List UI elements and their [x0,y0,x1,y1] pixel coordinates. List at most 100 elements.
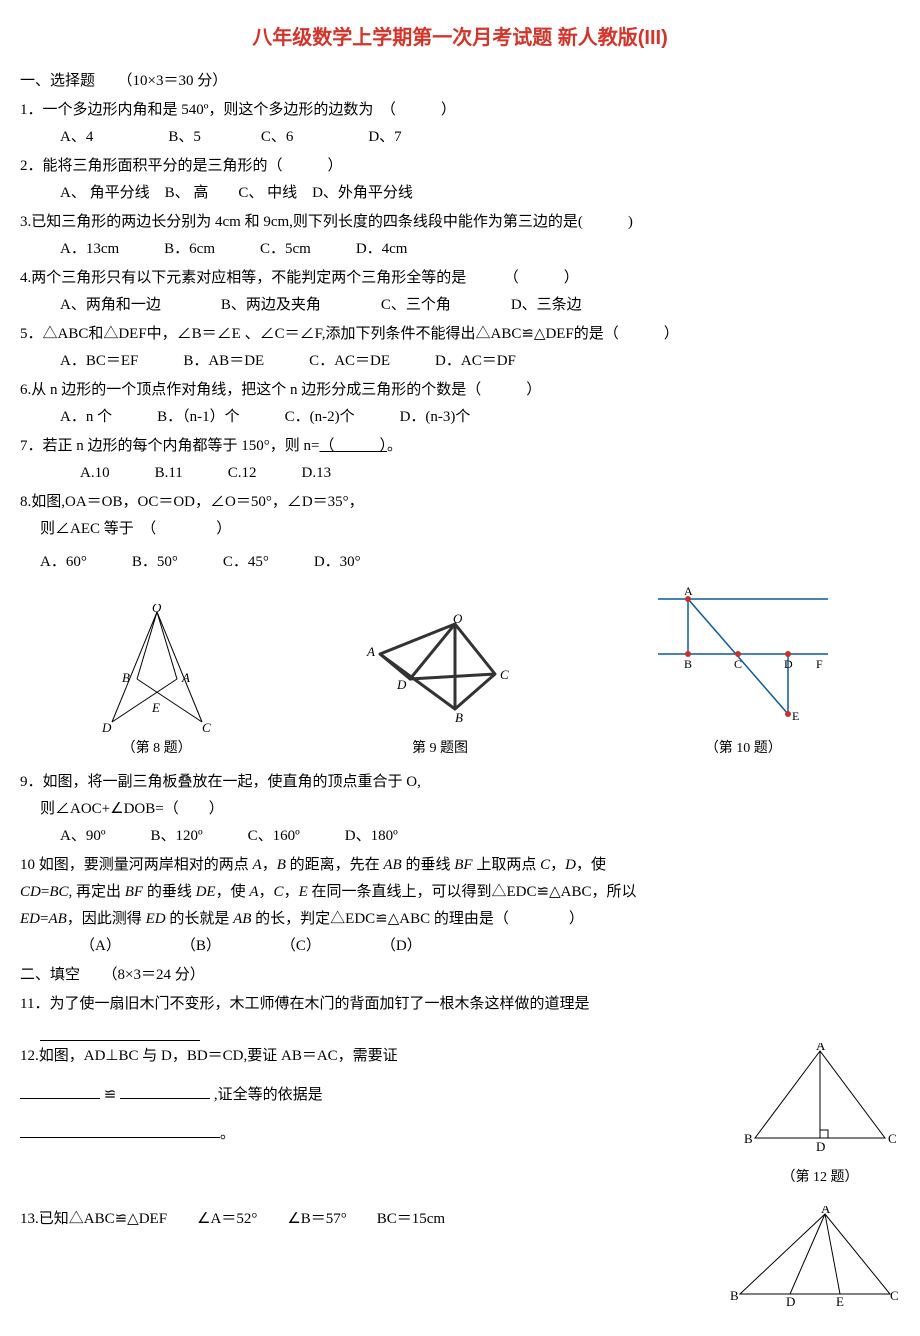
question-13: A B D E C 13.已知△ABC≌△DEF ∠A＝52° ∠B＝57° B… [20,1206,900,1306]
section-2-heading: 二、填空 （8×3＝24 分） [20,962,900,989]
q11-stem: 11．为了使一扇旧木门不变形，木工师傅在木门的背面加钉了一根木条这样做的道理是 [20,991,900,1018]
question-8: 8.如图,OA＝OB，OC＝OD，∠O＝50°，∠D＝35°， 则∠AEC 等于… [20,489,900,576]
fig13-label-B: B [730,1288,739,1303]
q10-t: 在同一条直线上，可以得到△EDC≌△ABC，所以 [308,884,637,900]
fig10-label-B: B [684,657,692,671]
q10-t: BC [49,884,68,900]
q12-l2b: ,证全等的依据是 [214,1087,323,1103]
q10-t: AB [233,911,251,927]
q10-t: BF [125,884,143,900]
q7-stem-a: 7．若正 n 边形的每个内角都等于 150°，则 n= [20,438,319,454]
q12-cong: ≌ [104,1087,117,1103]
q10-t: 的距离，先在 [286,857,384,873]
figure-9-svg: O A D C B [355,614,525,734]
q7-stem: 7．若正 n 边形的每个内角都等于 150°，则 n=（ ）。 [20,433,900,460]
q10-t: ，因此测得 [67,911,146,927]
q6-options: A．n 个 B．（n-1）个 C．(n-2)个 D．(n-3)个 [60,404,900,431]
figure-12-svg: A B C D [740,1043,900,1153]
page-title: 八年级数学上学期第一次月考试题 新人教版(III) [20,20,900,56]
fig9-label-B: B [455,710,463,725]
figure-8-caption: （第 8 题） [122,736,192,761]
fig10-label-C: C [734,657,742,671]
section-1-heading: 一、选择题 （10×3＝30 分） [20,68,900,95]
q10-t: 的垂线 [402,857,455,873]
figure-10: A B C D F E （第 10 题） [648,584,838,761]
q10-t: 上取两点 [473,857,541,873]
q10-t: ， [259,884,274,900]
q10-t: D [565,857,576,873]
q3-stem: 3.已知三角形的两边长分别为 4cm 和 9cm,则下列长度的四条线段中能作为第… [20,209,900,236]
fig13-label-D: D [786,1294,795,1306]
question-7: 7．若正 n 边形的每个内角都等于 150°，则 n=（ ）。 A.10 B.1… [20,433,900,487]
q10-t: ，使 [216,884,250,900]
q10-t: A [253,857,262,873]
fig8-label-A: A [181,670,190,685]
q8-line1: 8.如图,OA＝OB，OC＝OD，∠O＝50°，∠D＝35°， [20,489,900,516]
q10-t: BF [454,857,472,873]
question-1: 1．一个多边形内角和是 540º，则这个多边形的边数为 （ ） A、4 B、5 … [20,97,900,151]
fig9-label-D: D [396,677,407,692]
q10-t: DE [196,884,216,900]
figure-10-caption: （第 10 题） [705,736,782,761]
fig13-label-A: A [821,1206,831,1216]
q10-t: ， [284,884,299,900]
q10-t: ， [262,857,277,873]
fig12-label-D: D [816,1139,825,1153]
fig10-label-F: F [816,657,823,671]
question-12: A B C D （第 12 题） 12.如图，AD⊥BC 与 D，BD＝CD,要… [20,1043,900,1173]
q10-t: C [274,884,284,900]
q9-options: A、90º B、120º C、160º D、180º [60,823,900,850]
question-3: 3.已知三角形的两边长分别为 4cm 和 9cm,则下列长度的四条线段中能作为第… [20,209,900,263]
q5-stem: 5．△ABC和△DEF中，∠B＝∠E 、∠C＝∠F,添加下列条件不能得出△ABC… [20,321,900,348]
q10-t: A [249,884,258,900]
question-2: 2．能将三角形面积平分的是三角形的（ ） A、 角平分线 B、 高 C、 中线 … [20,153,900,207]
fig9-label-O: O [453,614,463,626]
figure-12-caption: （第 12 题） [740,1165,900,1190]
q1-options: A、4 B、5 C、6 D、7 [60,124,900,151]
figure-10-svg: A B C D F E [648,584,838,734]
q12-blank3 [20,1137,220,1138]
q10-t: 的长，判定△EDC≌△ABC 的理由是（ ） [251,911,583,927]
q10-options: （A） （B） （C） （D） [80,933,900,960]
q8-line2: 则∠AEC 等于 （ ） [40,516,900,543]
fig13-label-E: E [836,1294,844,1306]
fig8-label-C: C [202,720,211,734]
q10-t: ，使 [576,857,606,873]
fig12-label-C: C [888,1131,897,1146]
q10-line1: 10 如图，要测量河两岸相对的两点 A，B 的距离，先在 AB 的垂线 BF 上… [20,852,900,879]
q10-t: 的垂线 [143,884,196,900]
q7-blank: （ ） [319,438,387,454]
q10-line2: CD=BC, 再定出 BF 的垂线 DE，使 A，C，E 在同一条直线上，可以得… [20,879,900,906]
figure-13: A B D E C [730,1206,900,1316]
q10-t: AB [48,911,66,927]
question-10: 10 如图，要测量河两岸相对的两点 A，B 的距离，先在 AB 的垂线 BF 上… [20,852,900,960]
q12-blank2 [120,1098,210,1099]
q5-options: A．BC＝EF B．AB＝DE C．AC＝DE D．AC＝DF [60,348,900,375]
question-9: 9．如图，将一副三角板叠放在一起，使直角的顶点重合于 O, 则∠AOC+∠DOB… [20,769,900,850]
q4-options: A、两角和一边 B、两边及夹角 C、三个角 D、三条边 [60,292,900,319]
fig12-label-B: B [744,1131,753,1146]
figure-13-svg: A B D E C [730,1206,900,1306]
q10-t: ED [20,911,40,927]
q8-options: A．60° B．50° C．45° D．30° [40,549,900,576]
figure-8: O A B C D E （第 8 题） [82,604,232,761]
q7-options: A.10 B.11 C.12 D.13 [80,460,900,487]
q3-options: A．13cm B．6cm C．5cm D．4cm [60,236,900,263]
q10-line3: ED=AB，因此测得 ED 的长就是 AB 的长，判定△EDC≌△ABC 的理由… [20,906,900,933]
fig10-label-E: E [792,709,799,723]
q10-t: B [277,857,286,873]
q9-line1: 9．如图，将一副三角板叠放在一起，使直角的顶点重合于 O, [20,769,900,796]
figure-8-svg: O A B C D E [82,604,232,734]
q9-line2: 则∠AOC+∠DOB=（ ） [40,796,900,823]
q10-t: AB [383,857,401,873]
fig8-label-O: O [152,604,162,615]
q6-stem: 6.从 n 边形的一个顶点作对角线，把这个 n 边形分成三角形的个数是（ ） [20,377,900,404]
q10-t: 的长就是 [166,911,234,927]
q10-t: E [299,884,308,900]
fig9-label-A: A [366,644,375,659]
q10-t: ， [550,857,565,873]
q10-t: 10 如图，要测量河两岸相对的两点 [20,857,253,873]
figure-9: O A D C B 第 9 题图 [355,614,525,761]
fig13-label-C: C [890,1288,899,1303]
fig8-label-E: E [151,700,160,715]
